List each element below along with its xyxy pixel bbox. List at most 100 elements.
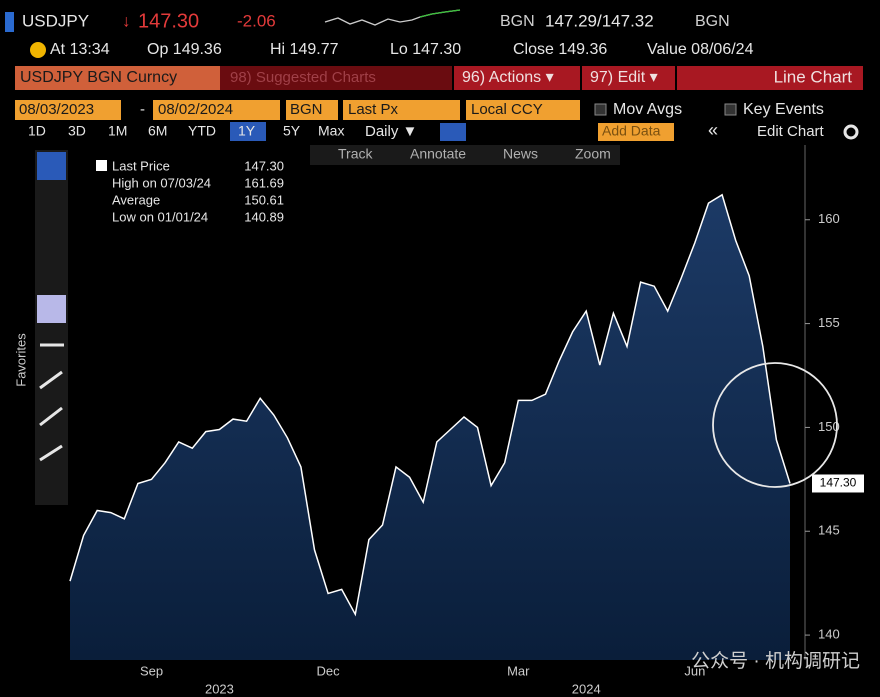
plot: 140 145 150 155 160 Sep 2023 Dec Mar 2024 Jun 147.3…	[69, 145, 864, 696]
checkbox[interactable]	[724, 103, 737, 116]
legend-label: Average	[112, 192, 160, 207]
frequency[interactable]: Daily ▼	[365, 123, 417, 140]
period[interactable]: YTD	[188, 123, 216, 139]
field: Last Px	[348, 101, 399, 118]
x-tick-label: Jun	[684, 663, 705, 678]
last-price-label: 147.30	[820, 476, 857, 490]
suggested: 98) Suggested Charts	[230, 69, 376, 86]
period[interactable]: 5Y	[283, 123, 301, 139]
favorites: Favorites	[13, 333, 28, 387]
y-tick-label: 155	[818, 315, 840, 330]
tool[interactable]: News	[503, 146, 538, 162]
key-events: Key Events	[743, 101, 824, 118]
end-date: 08/02/2024	[158, 101, 233, 118]
legend-value: 150.61	[244, 192, 284, 207]
mov-avgs: Mov Avgs	[613, 101, 682, 118]
start-date: 08/03/2023	[19, 101, 94, 118]
legend-label: High on 07/03/24	[112, 175, 211, 190]
period[interactable]: 6M	[148, 123, 167, 139]
actions: 96) Actions ▾	[462, 69, 554, 86]
currency: Local CCY	[471, 101, 543, 118]
add-data: Add Data	[602, 123, 661, 139]
security-box[interactable]	[15, 66, 220, 90]
y-tick-label: 150	[818, 419, 840, 434]
y-tick-label: 140	[818, 627, 840, 642]
highlight-circle	[712, 362, 838, 488]
chart-type-button[interactable]	[677, 66, 863, 90]
left-toolbar	[35, 150, 68, 505]
legend-swatch	[96, 160, 107, 171]
x-tick-label: Mar	[507, 663, 530, 678]
checkbox[interactable]	[594, 103, 607, 116]
change: -2.06	[237, 11, 276, 30]
suggested-box[interactable]	[220, 66, 452, 90]
end-date-box[interactable]	[153, 100, 280, 120]
chart-type: Line Chart	[774, 67, 853, 86]
low: Lo 147.30	[390, 41, 461, 58]
legend-label: Low on 01/01/24	[112, 209, 208, 224]
period[interactable]: Max	[318, 123, 344, 139]
security-marker	[5, 12, 14, 32]
currency-box[interactable]	[466, 100, 580, 120]
source-box[interactable]	[286, 100, 338, 120]
field-box[interactable]	[343, 100, 460, 120]
gear-icon[interactable]	[843, 124, 859, 140]
period[interactable]: 1D	[28, 123, 46, 139]
period[interactable]: 3D	[68, 123, 86, 139]
actions-button[interactable]	[454, 66, 580, 90]
x-tick-label: Sep	[140, 663, 163, 678]
close: Close 149.36	[513, 41, 607, 58]
area	[70, 194, 790, 661]
tools-bar	[310, 145, 620, 165]
legend-value: 161.69	[244, 175, 284, 190]
security: USDJPY BGN Curncy	[20, 69, 177, 86]
start-date-box[interactable]	[15, 100, 121, 120]
sparkline-up	[419, 9, 461, 18]
high: Hi 149.77	[270, 41, 339, 58]
x-year-label: 2023	[205, 681, 234, 696]
legend: Last Price 147.30 High on 07/03/24 161.69 Av…	[112, 158, 284, 224]
date-dash: -	[140, 101, 145, 118]
tools: Track Annotate News Zoom	[338, 146, 611, 162]
tool[interactable]: Track	[338, 146, 373, 162]
legend-box	[88, 155, 290, 231]
ticker: USDJPY	[22, 11, 89, 30]
legend-value: 147.30	[244, 158, 284, 173]
watermark: 公众号 · 机构调研记	[691, 650, 860, 672]
line-icon[interactable]	[440, 123, 466, 141]
pointer-tool[interactable]	[37, 152, 66, 180]
bid-ask: 147.29/147.32	[545, 11, 654, 30]
legend-label: Last Price	[112, 158, 170, 173]
edit-chart[interactable]: Edit Chart	[757, 123, 825, 140]
open: Op 149.36	[147, 41, 222, 58]
y-tick-label: 145	[818, 523, 840, 538]
source: BGN	[695, 13, 730, 30]
add-data-button[interactable]	[598, 123, 674, 141]
tool-icons	[39, 343, 64, 462]
last-price-tag	[812, 474, 864, 493]
x-year-label: 2024	[572, 681, 601, 696]
y-tick-label: 160	[818, 211, 840, 226]
legend-value: 140.89	[244, 209, 284, 224]
price-line	[69, 193, 791, 617]
period[interactable]: 1M	[108, 123, 127, 139]
tool[interactable]: Annotate	[410, 146, 466, 162]
source: BGN	[500, 13, 535, 30]
x-tick-label: Dec	[317, 663, 341, 678]
down-arrow: ↓	[122, 11, 131, 30]
edit: 97) Edit ▾	[590, 69, 658, 86]
last-price: 147.30	[138, 10, 199, 32]
active-period	[230, 122, 266, 141]
time: At 13:34	[50, 41, 110, 58]
period-buttons: 1D 3D 1M 6M YTD 1Y 5Y Max	[28, 123, 344, 139]
text-tool[interactable]	[37, 295, 66, 323]
edit-button[interactable]	[582, 66, 675, 90]
tool[interactable]: Zoom	[575, 146, 611, 162]
collapse[interactable]: «	[708, 120, 718, 140]
value-date: Value 08/06/24	[647, 41, 754, 58]
period[interactable]: 1Y	[238, 123, 256, 139]
clock-icon	[30, 42, 46, 58]
source-setting: BGN	[290, 101, 323, 118]
